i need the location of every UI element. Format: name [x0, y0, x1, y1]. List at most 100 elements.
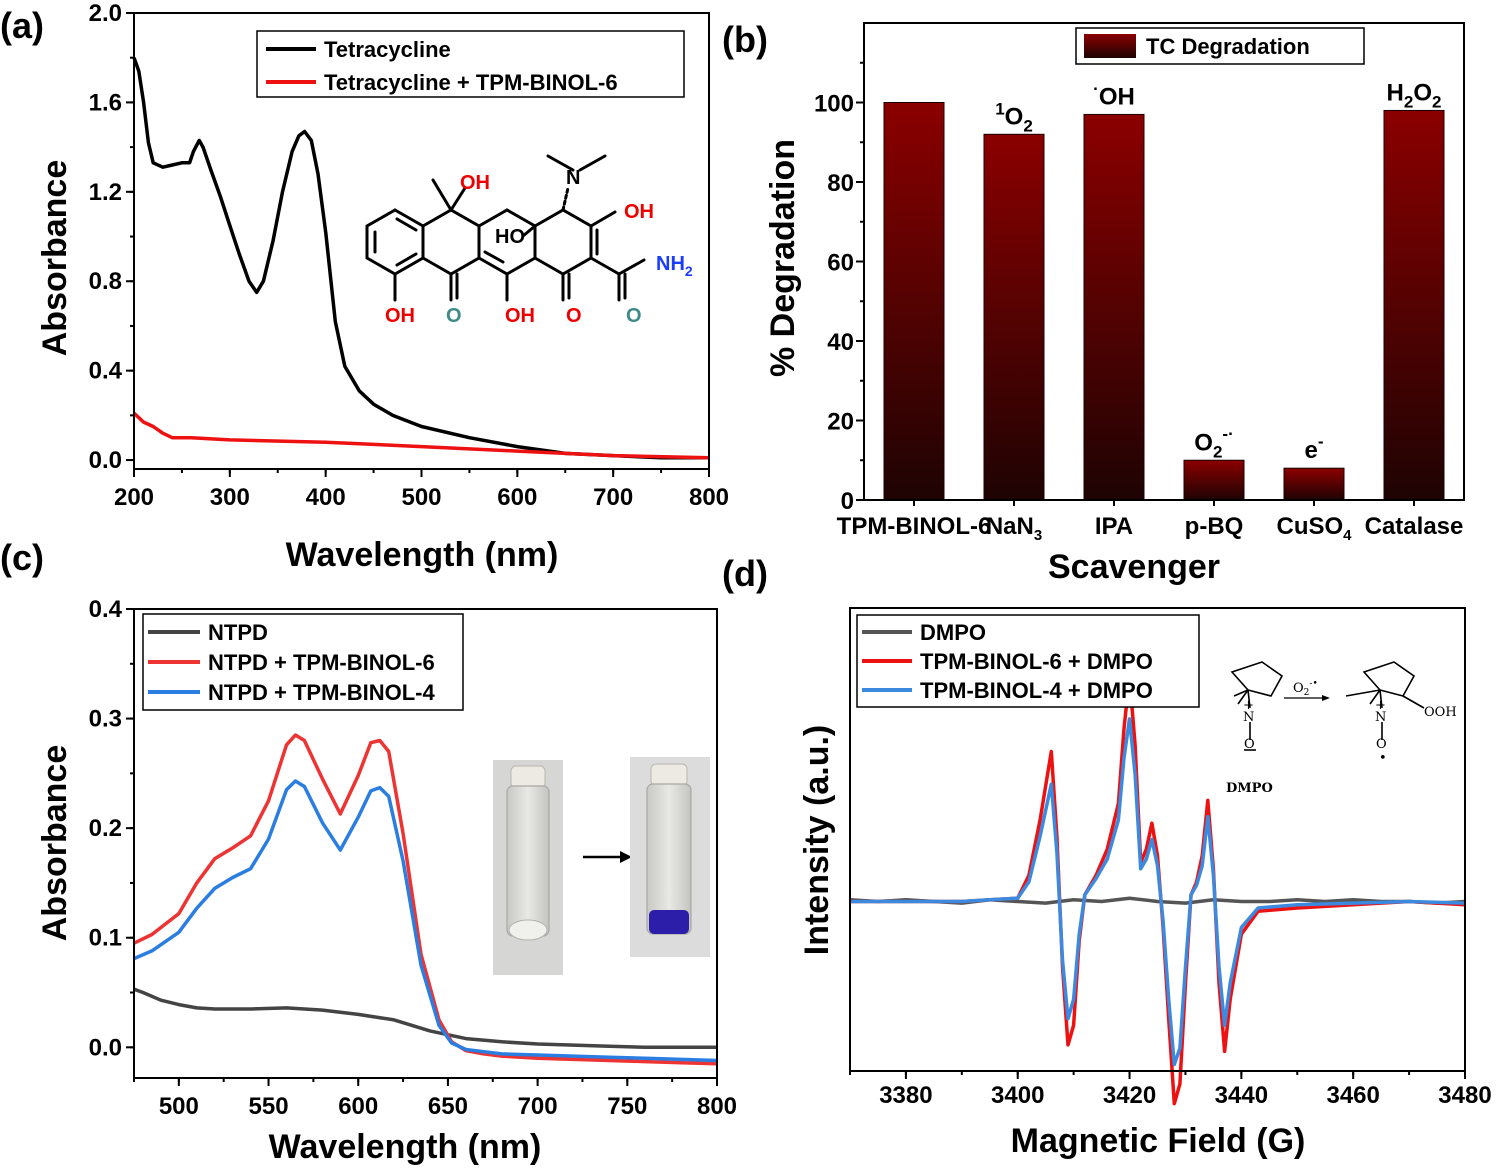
panel-b-legend-label: TC Degradation: [1146, 34, 1310, 59]
panel-d-x-tick-label: 3480: [1438, 1082, 1491, 1109]
dmpo-plus-left: +: [1243, 698, 1254, 713]
dmpo-radical-dot: •: [1379, 751, 1387, 766]
panel-c-plot-area: [133, 733, 718, 1066]
panel-c-series-line-1: [133, 987, 717, 1050]
chem-label-o-carbonyl-1: O: [446, 305, 462, 327]
panel-a-plot-area: [132, 57, 710, 460]
tetracycline-structure: OH OH HO N NH2 OH O OH O O: [365, 154, 693, 327]
dmpo-o-right: O: [1376, 737, 1387, 752]
panel-b-y-axis-title: % Degradation: [764, 139, 802, 377]
panel-a-x-tick-label: 300: [210, 484, 250, 511]
panel-c-x-tick-label: 500: [159, 1093, 199, 1120]
dmpo-n-right: N: [1375, 710, 1386, 725]
panel-a-x-tick-label: 200: [114, 484, 154, 511]
panel-a-x-tick-label: 800: [689, 484, 729, 511]
scheme-o2-radical: O2-•: [1293, 679, 1318, 698]
panel-c-y-axis-title: Absorbance: [36, 745, 74, 942]
panel-b-y-tick-label: 40: [827, 329, 854, 356]
panel-b-legend: TC Degradation: [1075, 27, 1365, 65]
panel-a-label: (a): [0, 5, 44, 46]
panel-b-category-label: TPM-BINOL-6: [837, 513, 992, 540]
panel-c-y-tick-label: 0.3: [89, 706, 122, 733]
panel-b-y-tick-label: 60: [827, 250, 854, 277]
panel-d-x-tick-label: 3380: [879, 1082, 932, 1109]
panel-a-absorbance-chart: (a) 200 300 400 500 600 700 800 0.0 0.4 0.8 1.2 1.6…: [0, 0, 729, 574]
panel-c-y-tick-label: 0.1: [89, 925, 122, 952]
panel-a-y-tick-label: 1.6: [89, 89, 122, 116]
panel-a-y-tick-label: 2.0: [89, 0, 122, 27]
panel-c-y-tick-label: 0.0: [89, 1034, 122, 1061]
panel-b-category-label: CuSO4: [1276, 513, 1352, 544]
panel-c-x-tick-label: 550: [249, 1093, 289, 1120]
chem-label-o-ketone: O: [566, 305, 582, 327]
chem-label-oh-top: OH: [460, 172, 490, 194]
panel-d-plot-area: [849, 674, 1466, 1106]
panel-b-bar-5: [1283, 467, 1345, 501]
panel-b-degradation-chart: (b) 0 20 40 60 80 100 1O2 ·OH O2-· e- H2O2 TPM-BI…: [722, 19, 1465, 586]
dmpo-structure: [1230, 661, 1284, 751]
panel-c-x-tick-label: 800: [697, 1093, 737, 1120]
panel-c-y-tick-label: 0.4: [89, 596, 123, 623]
panel-a-legend: Tetracycline Tetracycline + TPM-BINOL-6: [256, 30, 685, 98]
panel-b-category-label: Catalase: [1365, 513, 1464, 540]
panel-b-y-tick-label: 100: [814, 91, 854, 118]
panel-b-bar-annotation: ·OH: [1093, 79, 1135, 110]
dmpo-plus-right: +: [1375, 698, 1386, 713]
panel-c-x-tick-label: 700: [518, 1093, 558, 1120]
chem-label-n: N: [566, 167, 580, 189]
panel-c-y-tick-label: 0.2: [89, 815, 122, 842]
panel-b-ticks: 0 20 40 60 80 100: [814, 61, 1415, 515]
panel-c-legend-binol6: NTPD + TPM-BINOL-6: [208, 650, 435, 675]
tetracycline-bonds: [365, 154, 646, 302]
panel-c-x-tick-label: 600: [338, 1093, 378, 1120]
panel-d-epr-chart: (d) 3380 3400 3420 3440 3460 3480 Intensity (…: [722, 553, 1492, 1160]
panel-d-series-line-3: [850, 717, 1466, 1067]
panel-b-bar-annotation: O2-·: [1194, 424, 1233, 461]
panel-b-bar-3: [1083, 113, 1145, 501]
panel-b-bar-2: [983, 133, 1045, 501]
panel-c-ticks: 500 550 600 650 700 750 800 0.0 0.1 0.2 0.3 0.4: [89, 596, 737, 1120]
vial-photo-before: [493, 760, 563, 975]
panel-c-x-tick-label: 750: [607, 1093, 647, 1120]
panel-b-label: (b): [722, 19, 768, 60]
dmpo-ooh-adduct-structure: [1345, 661, 1425, 740]
panel-b-y-tick-label: 0: [841, 488, 854, 515]
panel-b-bar-1: [883, 102, 945, 501]
panel-b-bar-4: [1183, 459, 1245, 501]
panel-d-label: (d): [722, 553, 768, 594]
panel-d-x-tick-label: 3420: [1103, 1082, 1156, 1109]
vial-arrowhead: [620, 851, 632, 863]
panel-c-series-line-3: [133, 779, 718, 1063]
dmpo-n-left: N: [1243, 710, 1254, 725]
panel-b-frame: [863, 22, 1465, 501]
panel-d-x-axis-title: Magnetic Field (G): [1011, 1122, 1306, 1160]
panel-a-ticks: 200 300 400 500 600 700 800 0.0 0.4 0.8 1.2 1.6 2.0: [89, 0, 729, 511]
panel-d-x-tick-label: 3460: [1326, 1082, 1379, 1109]
panel-d-series-line-2: [850, 674, 1466, 1106]
panel-d-legend-binol6: TPM-BINOL-6 + DMPO: [920, 649, 1153, 674]
panel-d-legend-box: [856, 614, 1200, 708]
panel-b-bar-6: [1383, 109, 1445, 501]
panel-d-legend-dmpo: DMPO: [920, 620, 986, 645]
dmpo-o-left: O: [1244, 737, 1255, 752]
panel-a-y-tick-label: 1.2: [89, 179, 122, 206]
panel-b-bars: [883, 102, 1445, 501]
panel-a-x-tick-label: 400: [306, 484, 346, 511]
panel-a-legend-box: [256, 30, 685, 98]
chem-label-o-amide: O: [626, 305, 642, 327]
panel-a-y-axis-title: Absorbance: [36, 160, 74, 357]
panel-a-y-tick-label: 0.0: [89, 447, 122, 474]
panel-b-bar-annotation: 1O2: [995, 99, 1033, 135]
panel-a-x-tick-label: 700: [593, 484, 633, 511]
panel-c-series-line-2: [133, 733, 718, 1066]
chem-label-oh-right: OH: [624, 201, 654, 223]
panel-c-frame: [133, 608, 718, 1079]
panel-a-y-tick-label: 0.8: [89, 268, 122, 295]
panel-a-x-tick-label: 500: [401, 484, 441, 511]
panel-d-ticks: 3380 3400 3420 3440 3460 3480: [849, 1071, 1492, 1109]
panel-c-legend-ntpd: NTPD: [208, 620, 268, 645]
chem-label-ho: HO: [495, 226, 525, 248]
chem-label-nh2: NH2: [656, 253, 693, 279]
panel-a-legend-tetracycline-tpm: Tetracycline + TPM-BINOL-6: [324, 70, 618, 95]
